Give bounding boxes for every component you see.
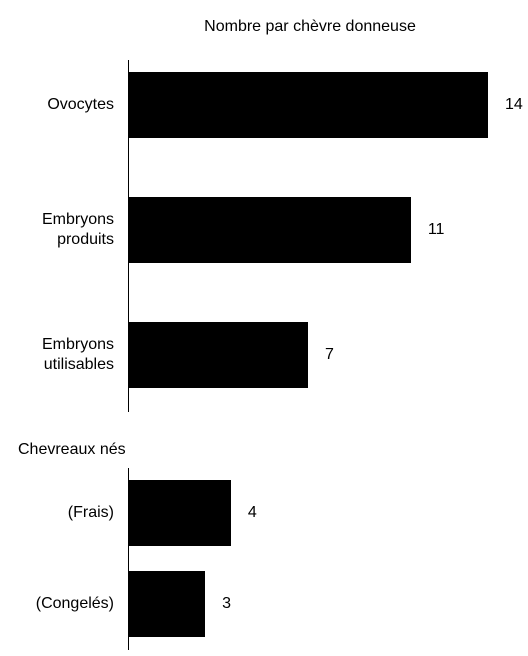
bar [128,571,206,637]
bar [128,72,488,138]
bar [128,480,231,546]
category-label: Embryons produits [41,211,114,248]
bar [128,322,308,388]
value-label: 14 [505,96,523,113]
value-label: 3 [222,595,232,612]
group-label: Chevreaux nés [18,441,126,458]
category-label: (Frais) [67,504,114,521]
value-label: 11 [427,221,445,238]
chart-title: Nombre par chèvre donneuse [204,18,416,35]
value-label: 4 [247,504,257,521]
category-label: Embryons utilisables [41,336,114,373]
axis-line [128,468,129,650]
bar [128,197,411,263]
category-label: Ovocytes [47,96,114,113]
category-label: (Congelés) [35,595,114,612]
value-label: 7 [325,346,334,363]
